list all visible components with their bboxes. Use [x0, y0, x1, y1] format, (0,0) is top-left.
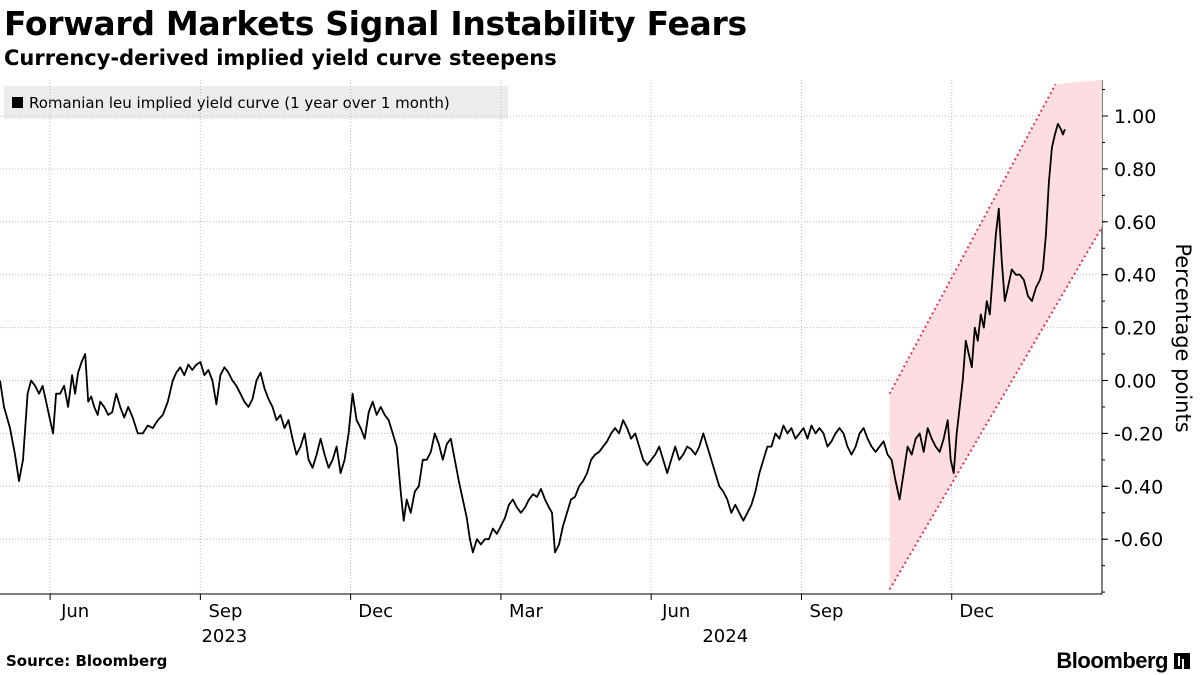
- y-tick-label: 0.20: [1114, 318, 1156, 340]
- source-note: Source: Bloomberg: [6, 652, 168, 670]
- y-tick-label: -0.60: [1114, 529, 1163, 551]
- x-tick-label: Mar: [509, 601, 544, 622]
- brand-name: Bloomberg: [1056, 648, 1168, 673]
- y-tick-label: 0.80: [1114, 159, 1156, 181]
- y-tick-label: 1.00: [1114, 106, 1156, 128]
- series-line: [0, 123, 1066, 554]
- x-tick-label: Sep: [208, 601, 242, 622]
- highlight-band: [889, 80, 1102, 590]
- chart-title: Forward Markets Signal Instability Fears: [4, 4, 747, 43]
- y-tick-label: 0.40: [1114, 265, 1156, 287]
- y-tick-label: 0.60: [1114, 212, 1156, 234]
- x-tick-label: Dec: [358, 601, 393, 622]
- band-upper-edge: [888, 83, 1057, 395]
- x-tick-label: Jun: [60, 601, 89, 622]
- y-tick-label: -0.20: [1114, 423, 1163, 445]
- y-tick-label: -0.40: [1114, 476, 1163, 498]
- legend-swatch: [12, 97, 23, 108]
- x-tick-label: Dec: [959, 601, 994, 622]
- chart-legend: Romanian leu implied yield curve (1 year…: [4, 86, 508, 119]
- x-tick-label: Sep: [810, 601, 844, 622]
- x-year-label: 2024: [702, 626, 748, 647]
- x-year-label: 2023: [201, 626, 247, 647]
- brand-logo: Bloomberg: [1056, 648, 1190, 674]
- x-tick-label: Jun: [661, 601, 690, 622]
- chart-subtitle: Currency-derived implied yield curve ste…: [4, 46, 557, 70]
- legend-label: Romanian leu implied yield curve (1 year…: [29, 93, 450, 112]
- bloomberg-icon: [1174, 653, 1190, 669]
- band-lower-edge: [888, 226, 1103, 590]
- y-tick-label: 0.00: [1114, 371, 1156, 393]
- y-axis-title: Percentage points: [1171, 243, 1195, 432]
